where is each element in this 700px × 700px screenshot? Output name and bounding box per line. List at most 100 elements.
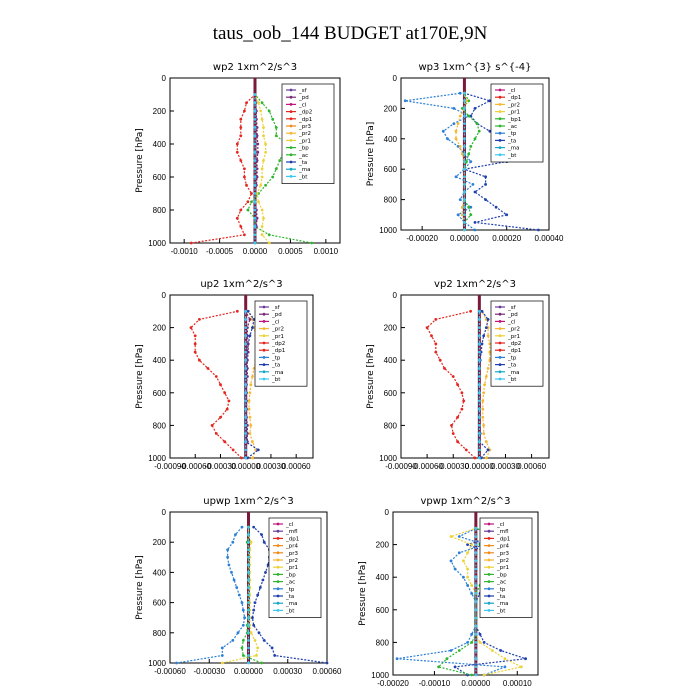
data-point bbox=[474, 600, 478, 603]
legend-marker bbox=[276, 587, 280, 591]
legend-marker bbox=[487, 529, 491, 533]
legend-marker bbox=[498, 153, 502, 157]
data-point bbox=[220, 661, 224, 665]
data-point bbox=[230, 571, 233, 574]
data-point bbox=[240, 456, 243, 460]
data-point bbox=[271, 117, 275, 121]
data-point bbox=[460, 107, 464, 110]
data-point bbox=[465, 99, 468, 103]
legend-label: _pr2 bbox=[496, 558, 509, 564]
legend-marker bbox=[262, 312, 266, 316]
legend-label: _ma bbox=[507, 370, 519, 376]
data-point bbox=[478, 399, 481, 403]
data-point bbox=[457, 551, 461, 555]
x-tick-label: -0.00020 bbox=[377, 679, 409, 688]
data-point bbox=[470, 632, 474, 636]
data-point bbox=[193, 350, 197, 354]
data-point bbox=[438, 358, 442, 362]
y-tick-label: 200 bbox=[153, 107, 167, 116]
legend-label: _pd bbox=[507, 312, 518, 318]
data-point bbox=[453, 567, 457, 571]
data-point bbox=[486, 334, 490, 338]
y-tick-label: 400 bbox=[153, 140, 167, 149]
data-point bbox=[255, 134, 259, 138]
data-point bbox=[478, 440, 481, 444]
data-point bbox=[463, 114, 466, 118]
data-point bbox=[463, 213, 466, 217]
data-point bbox=[247, 548, 250, 552]
data-point bbox=[480, 309, 484, 313]
data-point bbox=[247, 639, 250, 642]
data-point bbox=[450, 424, 453, 427]
data-point bbox=[274, 167, 278, 171]
data-point bbox=[460, 205, 464, 209]
data-point bbox=[484, 198, 487, 202]
data-point bbox=[486, 318, 490, 321]
data-point bbox=[463, 137, 466, 141]
legend-marker bbox=[276, 580, 280, 583]
data-point bbox=[463, 107, 466, 110]
legend-label: _dp2 bbox=[271, 341, 285, 347]
x-tick-label: -0.00060 bbox=[154, 667, 186, 676]
legend-label: _bt bbox=[507, 377, 517, 383]
panel-title: vp2 1xm^2/s^3 bbox=[434, 279, 516, 290]
legend-marker bbox=[498, 95, 502, 99]
data-point bbox=[437, 665, 440, 669]
data-point bbox=[395, 657, 399, 661]
data-point bbox=[248, 432, 252, 435]
legend-marker bbox=[498, 370, 502, 374]
data-point bbox=[253, 216, 257, 220]
legend-marker bbox=[262, 370, 266, 374]
legend-marker bbox=[262, 327, 266, 330]
data-point bbox=[478, 342, 481, 346]
data-point bbox=[474, 567, 478, 571]
legend-marker bbox=[498, 327, 502, 330]
data-point bbox=[240, 525, 244, 529]
legend-label: _cl bbox=[507, 319, 516, 325]
data-point bbox=[247, 654, 250, 657]
data-point bbox=[249, 540, 253, 544]
data-point bbox=[456, 415, 459, 419]
data-point bbox=[434, 350, 438, 354]
data-point bbox=[247, 399, 251, 403]
y-tick-label: 200 bbox=[384, 324, 398, 333]
x-tick-label: 0.00000 bbox=[450, 234, 479, 243]
y-tick-label: 800 bbox=[153, 421, 167, 430]
legend-label: _pr4 bbox=[496, 544, 510, 550]
legend-marker bbox=[262, 334, 266, 338]
data-point bbox=[249, 424, 253, 427]
legend-marker bbox=[487, 580, 491, 583]
data-point bbox=[264, 150, 267, 154]
legend-label: _ac bbox=[298, 153, 308, 159]
data-point bbox=[445, 657, 449, 661]
data-point bbox=[243, 175, 246, 179]
series-line-tp bbox=[176, 526, 246, 664]
legend-label: _ta bbox=[507, 363, 516, 369]
data-point bbox=[248, 318, 252, 321]
data-point bbox=[250, 192, 253, 195]
data-point bbox=[474, 649, 478, 652]
legend-label: _ta bbox=[285, 594, 294, 600]
data-point bbox=[248, 334, 252, 338]
data-point bbox=[231, 639, 235, 642]
data-point bbox=[478, 641, 482, 644]
legend-marker bbox=[276, 609, 280, 612]
legend-label: _pr3 bbox=[298, 124, 312, 130]
legend-marker bbox=[276, 529, 280, 533]
y-tick-label: 1000 bbox=[148, 659, 166, 668]
data-point bbox=[466, 575, 469, 579]
data-point bbox=[239, 225, 243, 228]
x-tick-label: 0.00030 bbox=[273, 667, 302, 676]
legend-label: _pr1 bbox=[507, 334, 520, 340]
data-point bbox=[249, 631, 253, 635]
data-point bbox=[478, 318, 481, 321]
data-point bbox=[463, 145, 466, 148]
data-point bbox=[478, 391, 481, 395]
data-point bbox=[247, 407, 251, 411]
legend-label: _ta bbox=[507, 138, 516, 144]
data-point bbox=[486, 367, 490, 370]
x-tick-label: -0.00090 bbox=[154, 462, 186, 471]
y-tick-label: 200 bbox=[384, 104, 398, 113]
data-point bbox=[264, 142, 267, 146]
